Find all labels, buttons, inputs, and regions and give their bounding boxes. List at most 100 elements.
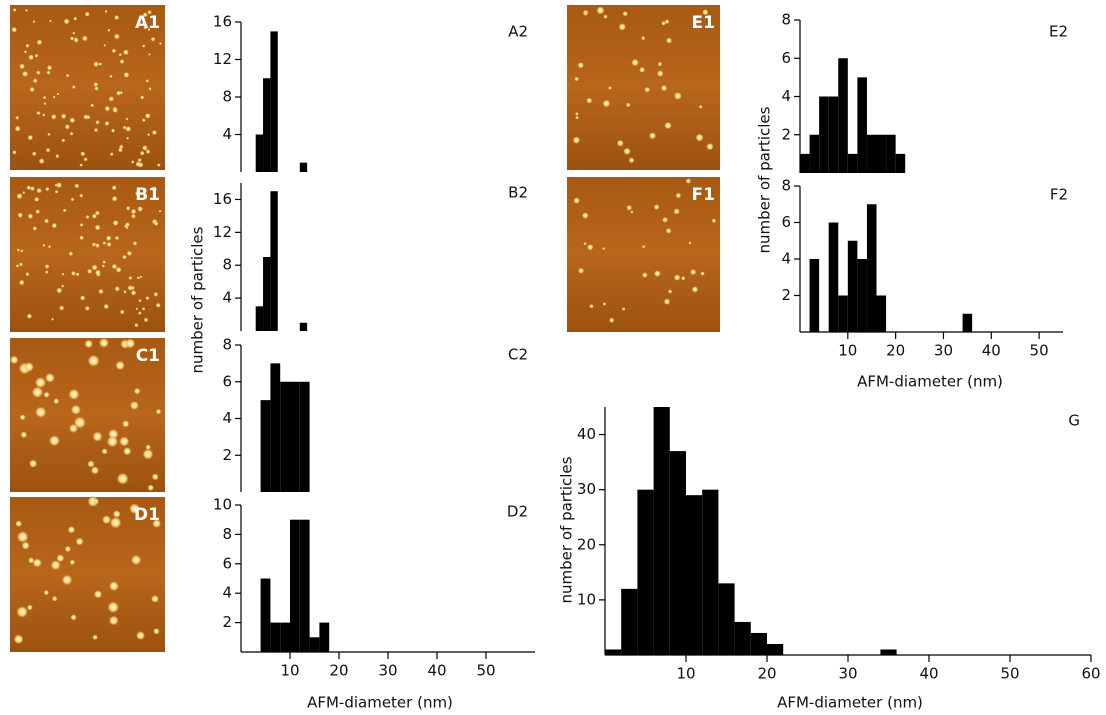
y-tick-label: 10 xyxy=(577,590,596,608)
particle xyxy=(74,183,80,189)
particle xyxy=(69,131,74,136)
particle xyxy=(104,105,111,112)
particle xyxy=(94,243,100,249)
y-tick-label: 2 xyxy=(781,286,791,304)
particle xyxy=(596,6,605,15)
y-tick-label: 2 xyxy=(781,125,791,143)
bar xyxy=(621,588,638,655)
particle xyxy=(583,241,587,246)
x-axis-label: AFM-diameter (nm) xyxy=(307,694,453,712)
particle xyxy=(145,149,151,154)
particle xyxy=(109,74,113,79)
bar xyxy=(290,381,300,492)
particle xyxy=(98,62,103,66)
y-tick-label: 4 xyxy=(222,125,232,143)
particle xyxy=(575,112,579,116)
particle xyxy=(101,515,112,525)
particle xyxy=(51,222,58,229)
bar xyxy=(838,58,848,173)
y-tick-label: 4 xyxy=(222,409,232,427)
particle xyxy=(32,20,36,23)
bar xyxy=(260,578,271,652)
particle xyxy=(581,212,589,219)
afm-image: E1 xyxy=(567,5,720,170)
particle xyxy=(73,16,78,21)
particle xyxy=(106,241,112,247)
particle xyxy=(143,317,149,323)
particle xyxy=(70,614,77,621)
x-tick-label: 30 xyxy=(838,665,857,683)
particle xyxy=(75,272,80,277)
x-tick-label: 10 xyxy=(280,662,299,680)
x-tick-label: 30 xyxy=(934,342,953,360)
particle xyxy=(34,53,39,58)
particle xyxy=(673,208,680,215)
particle xyxy=(38,158,45,164)
particle xyxy=(13,634,24,645)
bar xyxy=(857,259,867,332)
particle xyxy=(147,133,151,137)
particle xyxy=(93,82,99,87)
particle xyxy=(122,446,132,456)
y-tick-label: 12 xyxy=(213,50,232,68)
particle xyxy=(109,152,114,157)
particle xyxy=(93,589,103,599)
particle xyxy=(83,157,88,162)
particle xyxy=(602,302,607,306)
bar xyxy=(819,96,829,173)
particle xyxy=(573,197,580,204)
particle xyxy=(586,97,593,104)
particle xyxy=(602,99,611,108)
particle xyxy=(607,85,612,90)
particle xyxy=(48,434,61,447)
particle xyxy=(102,260,107,264)
particle xyxy=(148,87,152,91)
particle xyxy=(61,574,73,586)
bar xyxy=(702,489,719,655)
particle xyxy=(60,113,67,119)
afm-image: A1 xyxy=(10,5,165,170)
particle xyxy=(657,61,663,67)
particle xyxy=(151,473,159,481)
bar xyxy=(857,77,867,173)
particle xyxy=(130,285,135,291)
particle xyxy=(53,398,60,405)
particle xyxy=(16,605,29,618)
y-tick-label: 2 xyxy=(222,613,232,631)
particle xyxy=(675,192,682,199)
particle xyxy=(22,191,26,195)
particle xyxy=(112,107,119,114)
y-tick-label: 16 xyxy=(213,190,232,208)
x-tick-label: 50 xyxy=(476,662,495,680)
particle xyxy=(577,61,585,69)
particle xyxy=(15,264,20,268)
particle xyxy=(54,189,59,194)
particle xyxy=(134,323,139,328)
particle xyxy=(130,290,137,296)
particle xyxy=(688,241,692,245)
particle xyxy=(101,448,108,455)
panel-label: B2 xyxy=(508,184,528,202)
particle xyxy=(43,95,47,100)
particle xyxy=(656,70,664,77)
particle xyxy=(42,113,46,117)
particle xyxy=(9,355,19,365)
particle xyxy=(126,136,130,140)
bar xyxy=(718,583,735,655)
image-label: C1 xyxy=(136,346,160,366)
particle xyxy=(589,303,594,309)
particle xyxy=(111,185,117,191)
bar xyxy=(263,257,271,331)
panel-label: C2 xyxy=(508,346,528,364)
particle xyxy=(31,386,44,399)
y-tick-label: 30 xyxy=(577,480,596,498)
particle xyxy=(91,264,98,271)
particle xyxy=(23,50,28,54)
bar xyxy=(828,222,839,332)
particle xyxy=(55,154,60,159)
particle xyxy=(44,218,50,224)
particle xyxy=(20,249,24,253)
x-tick-label: 20 xyxy=(757,665,776,683)
particle xyxy=(113,33,120,40)
